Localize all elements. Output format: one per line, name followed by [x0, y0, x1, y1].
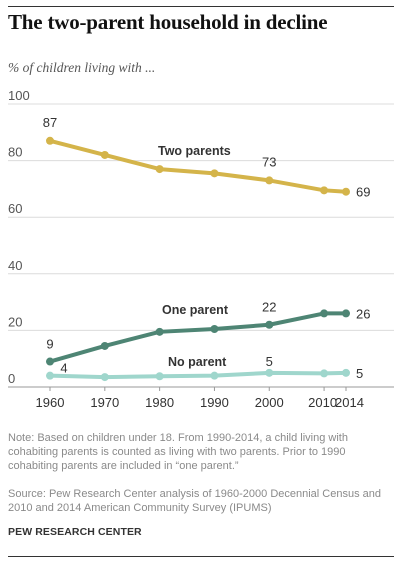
- chart-source: Source: Pew Research Center analysis of …: [8, 488, 381, 514]
- y-tick-label-20: 20: [8, 314, 22, 329]
- data-label-no-parent-2014: 5: [356, 366, 363, 381]
- x-tick-label-1990: 1990: [200, 395, 229, 410]
- bottom-rule: [8, 556, 394, 557]
- data-point-one-parent-2010: [320, 309, 329, 318]
- data-label-two-parents-2000: 73: [262, 154, 276, 169]
- data-point-two-parents-1970: [100, 150, 109, 159]
- data-point-no-parent-1970: [100, 373, 109, 382]
- x-tick-label-2000: 2000: [255, 395, 284, 410]
- x-tick-label-2014: 2014: [335, 395, 364, 410]
- data-point-no-parent-1990: [210, 371, 219, 380]
- data-labels: Two parents 87 73 69 One parent 9 22 26 No paren…: [43, 115, 371, 381]
- data-point-two-parents-2000: [265, 176, 274, 185]
- x-tick-label-2010: 2010: [308, 395, 337, 410]
- data-point-no-parent-2010: [320, 369, 329, 378]
- x-tick-label-1980: 1980: [145, 395, 174, 410]
- grid-lines: [8, 103, 394, 331]
- chart-note: Note: Based on children under 18. From 1…: [8, 432, 348, 472]
- x-tick-label-1960: 1960: [36, 395, 65, 410]
- data-label-one-parent-2014: 26: [356, 306, 370, 321]
- data-point-two-parents-2010: [320, 186, 329, 195]
- chart-title: The two-parent household in decline: [8, 10, 328, 34]
- data-label-one-parent-2000: 22: [262, 300, 276, 315]
- data-label-no-parent-1960: 4: [60, 361, 67, 376]
- y-tick-label-60: 60: [8, 201, 22, 216]
- series-line-no-parent: [48, 370, 348, 380]
- pew-research-center-credit: PEW RESEARCH CENTER: [8, 526, 142, 538]
- data-point-no-parent-2000: [265, 368, 274, 377]
- data-label-no-parent-2000: 5: [266, 354, 273, 369]
- data-point-one-parent-1980: [155, 327, 164, 336]
- series-name-one-parent: One parent: [162, 303, 229, 317]
- data-point-one-parent-2000: [265, 320, 274, 329]
- x-tick-label-1970: 1970: [90, 395, 119, 410]
- data-point-one-parent-1990: [210, 324, 219, 333]
- line-chart: 0 20 40 60 80 100 1960 1970 1980 1990 2000 2010201…: [8, 88, 394, 410]
- data-point-two-parents-1990: [210, 169, 219, 178]
- data-point-no-parent-2014: [342, 368, 350, 377]
- data-label-two-parents-2014: 69: [356, 185, 370, 200]
- top-rule: [8, 6, 394, 7]
- chart-subtitle: % of children living with ...: [8, 60, 156, 75]
- y-tick-label-0: 0: [8, 371, 15, 386]
- data-label-one-parent-1960: 9: [46, 337, 53, 352]
- data-point-one-parent-1970: [100, 341, 109, 350]
- data-point-one-parent-2014: [342, 309, 350, 318]
- series-lines: [46, 136, 350, 382]
- data-point-two-parents-2014: [342, 187, 350, 196]
- data-label-two-parents-1960: 87: [43, 115, 57, 130]
- data-point-two-parents-1980: [155, 165, 164, 174]
- y-tick-label-100: 100: [8, 88, 30, 103]
- y-tick-label-80: 80: [8, 145, 22, 160]
- data-point-one-parent-1960: [46, 357, 54, 366]
- y-tick-label-40: 40: [8, 258, 22, 273]
- y-axis: 0 20 40 60 80 100: [8, 88, 30, 386]
- data-point-two-parents-1960: [46, 136, 54, 145]
- series-name-two-parents: Two parents: [158, 144, 231, 158]
- data-point-no-parent-1980: [155, 372, 164, 381]
- data-point-no-parent-1960: [46, 371, 54, 380]
- series-name-no-parent: No parent: [168, 355, 227, 369]
